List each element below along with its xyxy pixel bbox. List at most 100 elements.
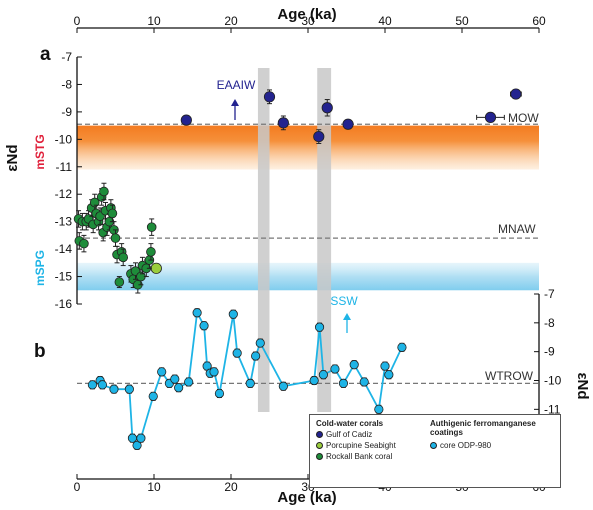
data-point [124, 384, 134, 394]
legend-porcupine-seabight-label: Porcupine Seabight [326, 441, 396, 450]
data-point [170, 374, 180, 384]
left-y-tick-label: -16 [55, 297, 73, 311]
data-point [107, 208, 118, 219]
data-point [150, 262, 162, 274]
data-point [309, 375, 319, 386]
right-axis-title: εNd [574, 372, 591, 399]
left-y-tick-label: -10 [55, 132, 73, 146]
bottom-axis-title: Age (ka) [277, 489, 336, 506]
data-point [174, 383, 184, 393]
data-point [314, 322, 325, 332]
data-point [118, 252, 128, 263]
data-point [180, 114, 192, 126]
data-point [510, 88, 522, 100]
right-y-tick-label: -9 [544, 345, 555, 359]
legend-gulf-of-cadiz-marker [316, 431, 323, 438]
data-point [87, 380, 98, 390]
data-point [192, 308, 202, 318]
data-point [97, 380, 108, 390]
top-x-tick-label: 40 [378, 14, 392, 28]
wtrow-label: WTROW [485, 369, 534, 383]
data-point [330, 364, 340, 374]
left-y-tick-label: -7 [61, 50, 72, 64]
legend-coatings-title: Authigenic ferromanganese coatings [430, 419, 536, 437]
mnaw-label: MNAW [498, 222, 536, 236]
right-y-tick-label: -7 [544, 287, 555, 301]
top-axis-title: Age (ka) [277, 6, 336, 23]
data-point [114, 277, 125, 287]
data-point [146, 222, 157, 232]
data-point [232, 348, 242, 358]
data-point [263, 91, 276, 103]
legend-odp980-marker [430, 442, 437, 449]
data-point [338, 378, 349, 388]
top-x-tick-label: 20 [224, 14, 238, 28]
data-point [136, 433, 146, 443]
data-point [89, 197, 100, 208]
left-y-tick-label: -9 [61, 105, 72, 119]
data-point [148, 391, 158, 401]
panel-b-label: b [34, 341, 46, 362]
data-point [384, 370, 394, 380]
data-point [277, 117, 289, 129]
data-point [79, 238, 89, 249]
data-point [99, 186, 109, 197]
data-point [245, 378, 255, 388]
data-point [397, 342, 407, 352]
series-porcupine-seabight [150, 262, 162, 274]
data-point [321, 102, 333, 114]
ssw-arrow [343, 313, 351, 333]
right-y-tick-label: -10 [544, 374, 562, 388]
series-odp-980 [87, 308, 407, 450]
panel-a-label: a [40, 44, 51, 65]
left-axis-title: εNd [4, 144, 21, 171]
right-y-tick-label: -8 [544, 316, 555, 330]
bottom-x-tick-label: 20 [224, 480, 238, 494]
shaded-interval-2 [317, 68, 332, 412]
data-point [255, 338, 265, 348]
legend-corals-title: Cold-water corals [316, 419, 384, 428]
ssw-label: SSW [330, 294, 358, 308]
bottom-x-tick-label: 10 [147, 480, 161, 494]
data-point [209, 367, 219, 377]
top-x-tick-label: 30 [301, 14, 315, 28]
data-point [110, 233, 121, 243]
data-point [278, 381, 288, 391]
band-mstg [77, 125, 539, 170]
data-point [157, 367, 167, 377]
mspg-label: mSPG [33, 250, 47, 286]
data-point [318, 370, 328, 380]
legend-rockall-bank-label: Rockall Bank coral [326, 452, 393, 461]
bottom-x-tick-label: 0 [74, 480, 81, 494]
top-x-tick-label: 0 [74, 14, 81, 28]
eaaiw-arrow [231, 99, 239, 120]
data-point [228, 309, 238, 319]
data-point [359, 377, 369, 387]
data-point [484, 111, 497, 123]
legend-gulf-of-cadiz-label: Gulf of Cadiz [326, 430, 373, 439]
left-y-tick-label: -12 [55, 187, 73, 201]
eaaiw-label: EAAIW [217, 78, 256, 92]
legend-porcupine-seabight-marker [316, 442, 323, 449]
top-x-tick-label: 50 [455, 14, 469, 28]
data-point [349, 360, 359, 370]
data-point [380, 361, 390, 371]
data-point [146, 247, 156, 257]
legend-rockall-bank-marker [316, 453, 323, 460]
data-point [184, 377, 194, 387]
right-y-tick-label: -11 [544, 402, 561, 416]
data-point [342, 118, 354, 130]
left-y-tick-label: -14 [55, 242, 73, 256]
data-point [214, 388, 225, 399]
data-point [199, 321, 209, 331]
reference-lines-layer [77, 123, 539, 384]
left-y-tick-label: -15 [55, 270, 73, 284]
series-rockall-bank-coral [73, 182, 157, 294]
legend-odp980-label: core ODP-980 [440, 441, 492, 450]
data-point [251, 351, 261, 361]
top-x-tick-label: 60 [532, 14, 546, 28]
data-point [109, 384, 119, 394]
data-layer [73, 88, 522, 450]
mow-label: MOW [508, 111, 539, 125]
